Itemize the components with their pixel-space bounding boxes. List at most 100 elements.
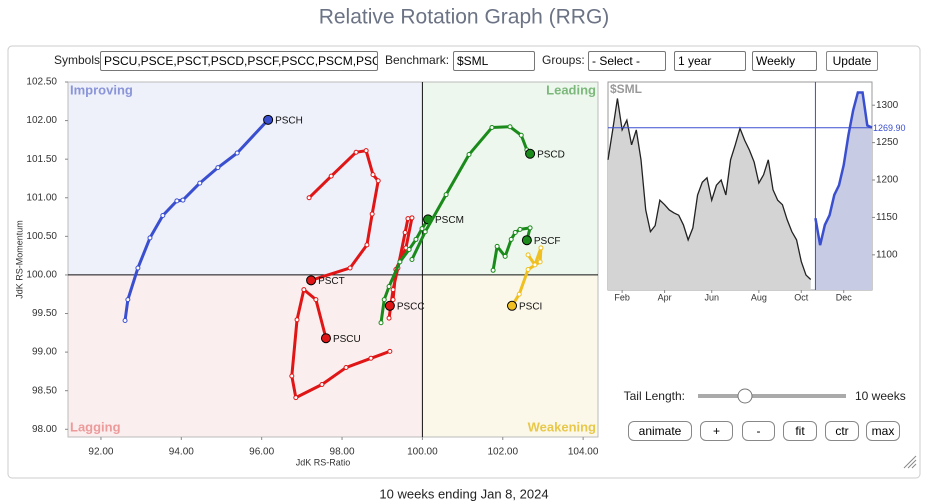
toolbar-button[interactable]: animate — [628, 421, 692, 441]
tail-point — [386, 284, 392, 290]
tail-point — [135, 265, 141, 271]
toolbar-button[interactable]: ctr — [825, 421, 859, 441]
y-tick-label: 98.00 — [32, 424, 57, 435]
tail-point — [378, 320, 384, 326]
tail-point — [405, 216, 411, 222]
tail-point — [289, 373, 295, 379]
quadrant-weakening — [422, 274, 598, 437]
tail-label: Tail Length: — [623, 389, 685, 403]
tail-point — [466, 152, 472, 158]
tail-point — [364, 242, 370, 248]
series-label: PSCU — [333, 334, 361, 345]
tail-point — [368, 355, 374, 361]
tail-point — [387, 348, 393, 354]
x-tick-label: 96.00 — [249, 447, 274, 458]
tail-point — [328, 173, 334, 179]
price-area — [815, 92, 872, 290]
groups-select[interactable]: - Select - — [588, 51, 666, 71]
x-tick-label: 104.00 — [568, 447, 599, 458]
interval-select[interactable]: Weekly — [752, 51, 817, 71]
tail-point — [197, 180, 203, 186]
y-tick-label: 1200 — [876, 175, 899, 186]
tail-point — [390, 287, 396, 293]
series-label: PSCC — [397, 301, 425, 312]
y-tick-label: 102.50 — [26, 77, 57, 88]
tail-point — [125, 297, 131, 303]
toolbar-button[interactable]: max — [866, 421, 900, 441]
tail-point — [490, 267, 496, 273]
tail-point — [413, 236, 419, 242]
tail-point — [419, 226, 425, 232]
x-axis-label: JdK RS-Ratio — [296, 457, 351, 467]
toolbar-button[interactable]: - — [742, 421, 775, 441]
update-button[interactable]: Update — [826, 51, 878, 71]
tail-point — [215, 165, 221, 171]
quadrant-label: Lagging — [70, 419, 121, 434]
y-tick-label: 1300 — [876, 100, 899, 111]
price-line — [814, 91, 873, 246]
page-title: Relative Rotation Graph (RRG) — [319, 6, 610, 29]
slider-knob[interactable] — [737, 388, 753, 404]
plot-frame — [67, 81, 599, 438]
tail-line — [290, 288, 392, 400]
tail-point — [306, 195, 312, 201]
tail-point — [516, 291, 522, 297]
tail-point — [313, 297, 319, 303]
tail-point — [343, 365, 349, 371]
tail-point — [370, 172, 376, 178]
period-select[interactable]: 1 year — [674, 51, 746, 71]
tail-head — [263, 114, 274, 125]
price-area — [608, 98, 811, 290]
toolbar-button[interactable]: fit — [783, 421, 817, 441]
tail-point — [502, 253, 508, 259]
x-tick-label: Apr — [658, 292, 672, 302]
x-tick-label: Feb — [614, 292, 630, 302]
benchmark-label: Benchmark: — [385, 53, 450, 67]
y-tick-label: 102.00 — [26, 115, 57, 126]
x-tick-label: 94.00 — [169, 447, 194, 458]
quadrant-label: Improving — [70, 82, 133, 97]
tail-point — [532, 262, 538, 268]
y-tick-label: 1100 — [876, 249, 898, 260]
toolbar-button[interactable]: + — [700, 421, 733, 441]
tail-point — [409, 215, 415, 221]
symbols-label: Symbols: — [54, 53, 104, 67]
last-price-label: 1269.90 — [873, 123, 906, 133]
tail-point — [537, 259, 543, 265]
tail-point — [174, 198, 180, 204]
tail-point — [386, 315, 392, 321]
y-tick-label: 100.00 — [26, 270, 57, 281]
x-tick-label: Aug — [751, 292, 767, 302]
tail-point — [353, 149, 359, 155]
tail-point — [409, 257, 415, 262]
tail-point — [147, 235, 153, 241]
tail-head — [507, 300, 518, 311]
tail-point — [180, 197, 186, 203]
tail-point — [347, 265, 353, 271]
price-line — [607, 98, 812, 280]
tail-point — [301, 287, 307, 293]
groups-label: Groups: — [542, 53, 585, 67]
tail-point — [294, 317, 300, 323]
tail-point — [293, 395, 299, 401]
symbols-input[interactable]: PSCU,PSCE,PSCT,PSCD,PSCF,PSCC,PSCM,PSC — [100, 51, 378, 71]
y-tick-label: 99.50 — [32, 308, 57, 319]
tail-point — [494, 243, 500, 249]
tail-point — [538, 245, 544, 251]
tail-point — [390, 297, 396, 303]
benchmark-input[interactable]: $SML — [453, 51, 535, 71]
tail-point — [525, 267, 531, 273]
tail-point — [122, 317, 128, 323]
mini-title: $SML — [610, 82, 642, 96]
tail-point — [508, 236, 514, 242]
series-label: PSCM — [435, 215, 464, 226]
footer: 10 weeks ending Jan 8, 2024 — [379, 486, 548, 501]
tail-head — [521, 235, 532, 246]
x-tick-label: Dec — [836, 292, 853, 302]
resize-grip — [903, 455, 917, 469]
tail-head — [306, 275, 317, 286]
tail-point — [443, 192, 449, 198]
tail-point — [489, 125, 495, 131]
quadrant-improving — [68, 82, 423, 275]
